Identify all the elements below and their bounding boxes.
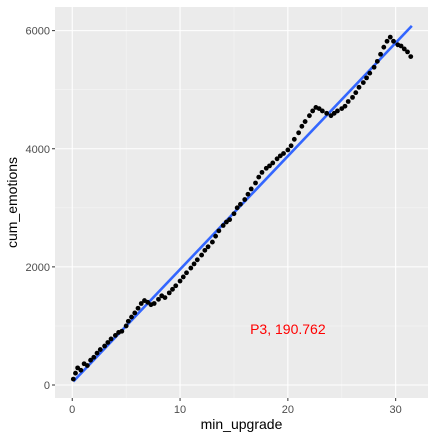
data-point bbox=[320, 109, 325, 114]
data-point bbox=[129, 315, 134, 320]
data-point bbox=[249, 187, 254, 192]
data-point bbox=[343, 104, 348, 109]
data-point bbox=[195, 257, 200, 262]
data-point bbox=[246, 192, 251, 197]
data-point bbox=[375, 59, 380, 64]
data-point bbox=[361, 80, 366, 85]
data-point bbox=[388, 35, 393, 40]
data-point bbox=[364, 75, 369, 80]
data-point bbox=[238, 202, 243, 207]
data-point bbox=[216, 228, 221, 233]
data-point bbox=[178, 279, 183, 284]
data-point bbox=[105, 340, 110, 345]
data-point bbox=[296, 130, 301, 135]
data-point bbox=[285, 148, 290, 153]
data-point bbox=[385, 39, 390, 44]
data-point bbox=[156, 297, 161, 302]
data-point bbox=[184, 270, 189, 275]
data-point bbox=[167, 290, 172, 295]
x-tick-label: 0 bbox=[69, 404, 75, 416]
data-point bbox=[346, 99, 351, 104]
data-point bbox=[170, 287, 175, 292]
data-point bbox=[310, 109, 315, 114]
data-point bbox=[405, 49, 410, 54]
data-point bbox=[136, 306, 141, 311]
y-axis-title: cum_emotions bbox=[4, 157, 20, 248]
data-point bbox=[292, 137, 297, 142]
data-point bbox=[98, 347, 103, 352]
data-point bbox=[173, 283, 178, 288]
data-point bbox=[71, 377, 76, 382]
data-point bbox=[152, 301, 157, 306]
y-tick-label: 4000 bbox=[26, 144, 50, 156]
x-tick-label: 30 bbox=[390, 404, 402, 416]
data-point bbox=[281, 151, 286, 156]
data-point bbox=[357, 85, 362, 90]
data-point bbox=[350, 95, 355, 100]
data-point bbox=[206, 244, 211, 249]
data-point bbox=[289, 143, 294, 148]
data-point bbox=[85, 363, 90, 368]
data-point bbox=[235, 205, 240, 210]
data-point bbox=[256, 175, 261, 180]
data-point bbox=[163, 295, 168, 300]
data-point bbox=[232, 211, 237, 216]
data-point bbox=[307, 113, 312, 118]
data-point bbox=[353, 90, 358, 95]
data-point bbox=[126, 319, 131, 324]
data-point bbox=[73, 371, 78, 376]
data-point bbox=[95, 351, 100, 356]
data-point bbox=[408, 54, 413, 59]
data-point bbox=[381, 45, 386, 50]
data-point bbox=[221, 223, 226, 228]
data-point bbox=[324, 111, 329, 116]
data-point bbox=[372, 65, 377, 70]
y-tick-label: 6000 bbox=[26, 26, 50, 38]
x-tick-label: 10 bbox=[174, 404, 186, 416]
data-point bbox=[124, 324, 129, 329]
data-point bbox=[202, 248, 207, 253]
data-point bbox=[213, 234, 218, 239]
data-point bbox=[102, 344, 107, 349]
data-point bbox=[199, 253, 204, 258]
data-point bbox=[91, 355, 96, 360]
data-point bbox=[192, 262, 197, 267]
x-tick-label: 20 bbox=[282, 404, 294, 416]
x-axis-title: min_upgrade bbox=[201, 416, 283, 432]
data-point bbox=[367, 71, 372, 76]
data-point bbox=[270, 161, 275, 166]
data-point bbox=[132, 311, 137, 316]
y-tick-label: 0 bbox=[44, 380, 50, 392]
data-point bbox=[242, 197, 247, 202]
data-point bbox=[188, 266, 193, 271]
data-point bbox=[78, 368, 83, 373]
data-point bbox=[253, 181, 258, 186]
annotation-label: P3, 190.762 bbox=[250, 321, 326, 337]
data-point bbox=[299, 124, 304, 129]
y-tick-label: 2000 bbox=[26, 262, 50, 274]
data-point bbox=[391, 39, 396, 44]
data-point bbox=[109, 337, 114, 342]
data-point bbox=[303, 119, 308, 124]
data-point bbox=[335, 109, 340, 114]
data-point bbox=[119, 329, 124, 334]
data-point bbox=[181, 275, 186, 280]
data-point bbox=[210, 240, 215, 245]
data-point bbox=[378, 52, 383, 57]
data-point bbox=[227, 217, 232, 222]
data-point bbox=[260, 170, 265, 175]
